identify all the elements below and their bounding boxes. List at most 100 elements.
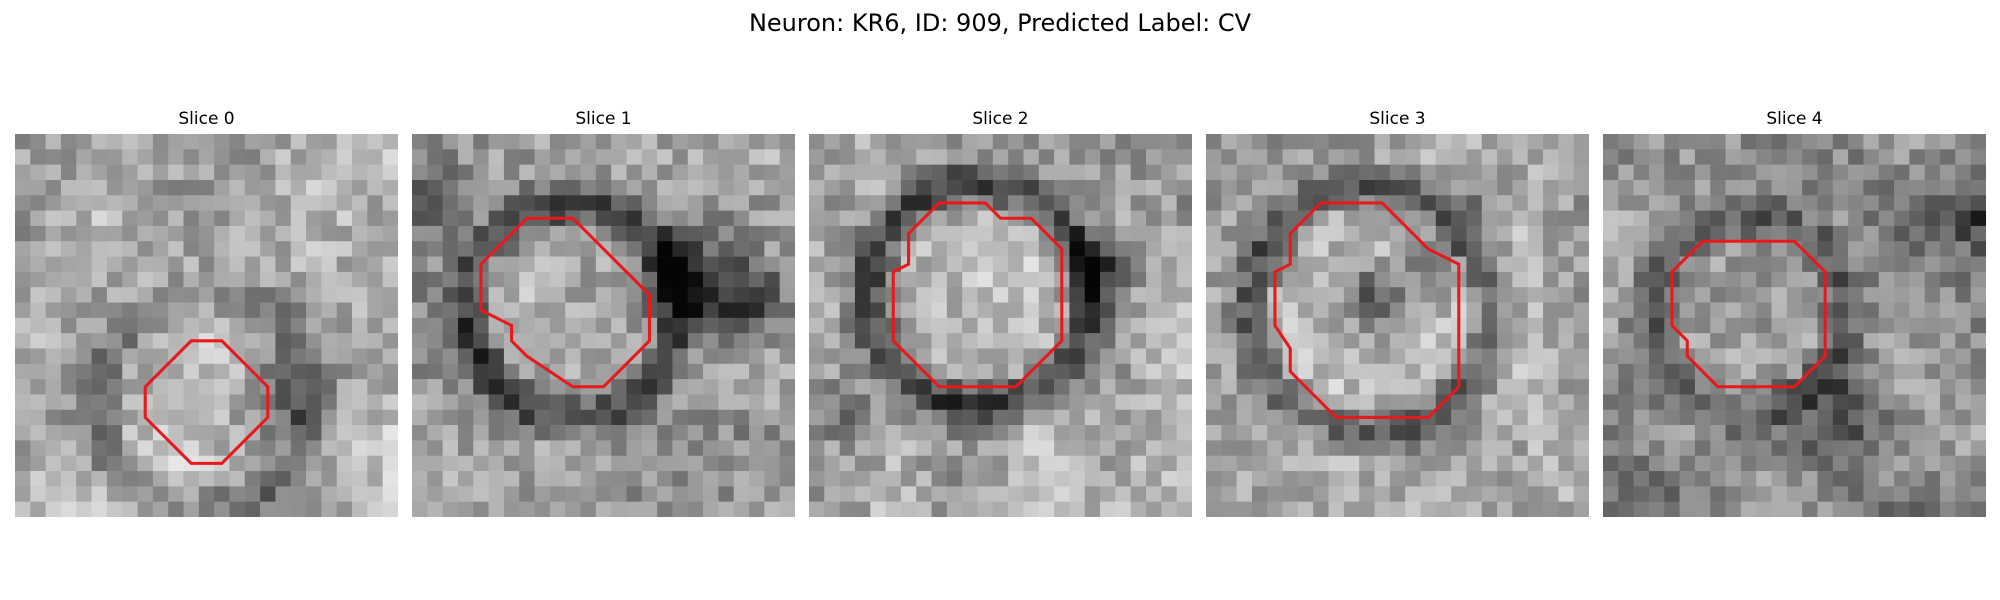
pixel — [214, 394, 230, 411]
pixel — [229, 225, 246, 242]
pixel — [962, 440, 978, 457]
pixel — [718, 486, 735, 502]
pixel — [839, 149, 856, 165]
pixel — [76, 440, 92, 457]
pixel — [657, 271, 673, 288]
pixel — [687, 317, 704, 334]
pixel — [1100, 440, 1116, 457]
pixel — [1038, 195, 1055, 211]
pixel — [1282, 134, 1299, 150]
pixel — [412, 363, 428, 380]
pixel — [1466, 440, 1483, 457]
pixel — [275, 486, 292, 502]
pixel — [1405, 486, 1421, 502]
pixel — [1466, 379, 1483, 395]
pixel — [1648, 179, 1665, 196]
pixel — [473, 394, 489, 411]
pixel — [1084, 363, 1101, 380]
pixel — [1955, 425, 1971, 441]
pixel — [641, 440, 658, 457]
pixel — [1863, 302, 1880, 319]
pixel — [611, 271, 627, 288]
pixel — [1146, 333, 1162, 349]
pixel — [1343, 302, 1360, 319]
pixel — [229, 164, 246, 181]
pixel — [290, 455, 307, 472]
pixel — [1435, 486, 1452, 502]
pixel — [1756, 302, 1772, 319]
pixel — [1970, 225, 1986, 242]
pixel — [1940, 164, 1956, 181]
pixel — [1161, 256, 1177, 273]
pixel — [336, 210, 353, 227]
pixel — [229, 317, 246, 334]
pixel — [657, 134, 673, 150]
pixel — [1328, 256, 1345, 273]
pixel — [641, 134, 658, 150]
pixel — [1267, 225, 1283, 242]
pixel — [1924, 164, 1941, 181]
pixel — [854, 394, 871, 411]
pixel — [534, 471, 551, 487]
pixel — [1130, 348, 1147, 365]
pixel — [1146, 409, 1162, 426]
pixel — [1802, 348, 1818, 365]
pixel — [1221, 149, 1237, 165]
pixel — [1740, 486, 1757, 502]
pixel — [1710, 134, 1726, 150]
pixel — [1909, 256, 1926, 273]
pixel — [1878, 440, 1895, 457]
pixel — [367, 256, 383, 273]
pixel — [1878, 363, 1895, 380]
pixel — [1648, 134, 1665, 150]
pixel — [931, 271, 948, 288]
pixel — [382, 425, 398, 441]
pixel — [76, 134, 92, 150]
pixel — [427, 225, 443, 242]
pixel — [779, 256, 795, 273]
pixel — [854, 363, 871, 380]
pixel — [1221, 486, 1237, 502]
pixel — [473, 164, 489, 181]
pixel — [198, 302, 215, 319]
pixel — [870, 471, 886, 487]
pixel — [1543, 134, 1559, 150]
pixel — [1084, 241, 1101, 257]
pixel — [764, 455, 780, 472]
pixel — [900, 455, 917, 472]
pixel — [1725, 425, 1742, 441]
pixel — [703, 210, 719, 227]
pixel — [839, 348, 856, 365]
pixel — [1481, 455, 1498, 472]
pixel — [1405, 210, 1421, 227]
pixel — [809, 348, 825, 365]
pixel — [1786, 471, 1803, 487]
pixel — [672, 425, 689, 441]
pixel — [30, 394, 46, 411]
pixel — [672, 471, 689, 487]
pixel — [1451, 501, 1467, 517]
pixel — [809, 225, 825, 242]
pixel — [1084, 425, 1101, 441]
pixel — [580, 256, 597, 273]
pixel — [565, 425, 581, 441]
pixel — [473, 195, 489, 211]
pixel — [565, 486, 581, 502]
pixel — [779, 302, 795, 319]
pixel — [1802, 225, 1818, 242]
pixel — [764, 317, 780, 334]
pixel — [137, 210, 154, 227]
pixel — [1236, 379, 1253, 395]
pixel — [1481, 225, 1498, 242]
pixel — [764, 471, 780, 487]
pixel — [1176, 379, 1192, 395]
pixel — [1817, 394, 1834, 411]
pixel — [60, 486, 77, 502]
pixel — [549, 440, 566, 457]
pixel — [1343, 287, 1360, 303]
pixel — [1466, 256, 1483, 273]
pixel — [321, 164, 338, 181]
pixel — [137, 486, 154, 502]
pixel — [76, 195, 92, 211]
pixel — [1878, 225, 1895, 242]
